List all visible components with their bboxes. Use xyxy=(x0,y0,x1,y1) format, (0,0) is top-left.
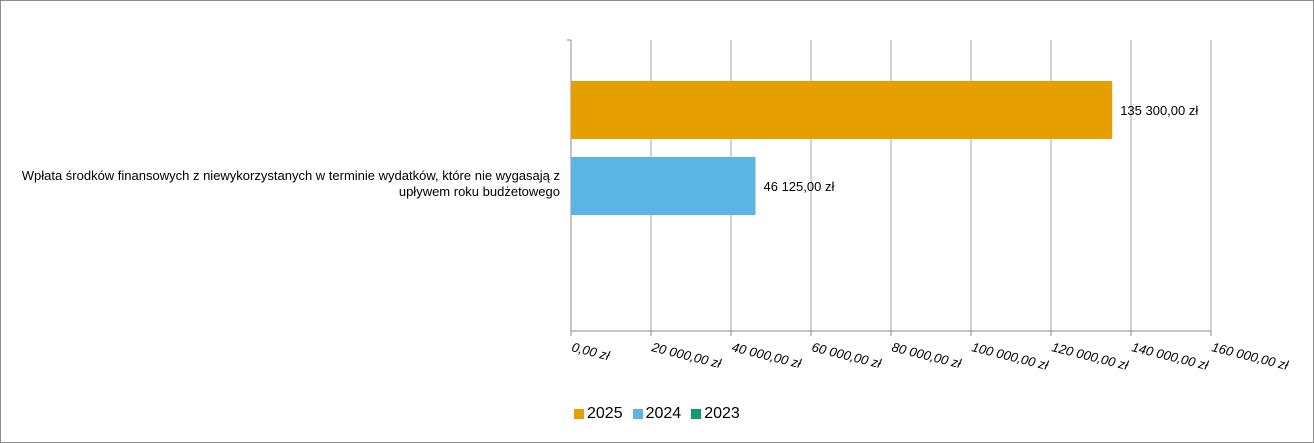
bar-2024 xyxy=(571,157,756,215)
x-tick-label-0: 0,00 zł xyxy=(570,339,612,363)
legend-label-2025: 2025 xyxy=(587,405,623,422)
legend-swatch-2024 xyxy=(632,409,643,419)
legend-item-2025: 2025 xyxy=(574,405,623,423)
legend-swatch-2023 xyxy=(691,409,702,419)
legend-label-2024: 2024 xyxy=(645,405,682,422)
data-label-2025: 135 300,00 zł xyxy=(1120,103,1198,118)
x-tick-label-6: 120 000,00 zł xyxy=(1050,339,1130,373)
legend-item-2024: 2024 xyxy=(632,405,682,423)
data-label-2024: 46 125,00 zł xyxy=(764,179,835,194)
legend-label-2023: 2023 xyxy=(704,405,740,422)
legend-item-2023: 2023 xyxy=(691,405,740,423)
x-tick-label-7: 140 000,00 zł xyxy=(1130,339,1210,373)
bar-2025 xyxy=(571,81,1113,139)
x-tick-label-5: 100 000,00 zł xyxy=(970,339,1050,373)
x-tick-label-3: 60 000,00 zł xyxy=(810,339,883,371)
x-tick-label-8: 160 000,00 zł xyxy=(1210,339,1290,373)
legend-swatch-2025 xyxy=(574,409,584,419)
x-tick-label-2: 40 000,00 zł xyxy=(730,339,803,371)
x-tick-label-1: 20 000,00 zł xyxy=(649,339,723,371)
legend: 2025 2024 2023 xyxy=(574,405,740,423)
category-label: Wpłata środków finansowych z niewykorzys… xyxy=(21,168,560,199)
x-tick-label-4: 80 000,00 zł xyxy=(890,339,963,371)
